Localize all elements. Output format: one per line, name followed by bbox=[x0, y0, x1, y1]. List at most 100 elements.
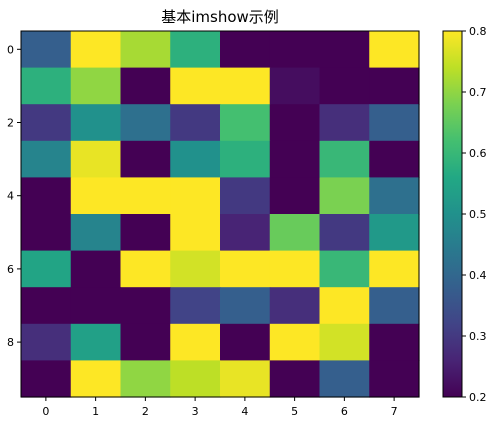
heatmap-cell-r9-c5 bbox=[269, 360, 321, 398]
heatmap-cell-r8-c6 bbox=[319, 323, 370, 361]
heatmap-cell-r7-c5 bbox=[269, 287, 321, 325]
heatmap-cell-r5-c2 bbox=[120, 214, 171, 252]
heatmap-cell-r2-c4 bbox=[220, 104, 271, 142]
heatmap-cell-r8-c1 bbox=[70, 323, 122, 361]
heatmap-cell-r6-c1 bbox=[70, 250, 122, 288]
heatmap-cell-r8-c2 bbox=[120, 323, 171, 361]
x-axis: 0 1 2 3 4 5 6 7 bbox=[42, 397, 398, 418]
heatmap-cell-r1-c2 bbox=[120, 67, 171, 105]
heatmap-cell-r5-c4 bbox=[220, 214, 271, 252]
plot-frame bbox=[20, 30, 420, 398]
y-tick-label: 0 bbox=[7, 43, 14, 56]
y-axis: 0 2 4 6 8 bbox=[7, 43, 21, 349]
heatmap-cell-r0-c1 bbox=[70, 31, 122, 69]
heatmap-cell-r6-c3 bbox=[170, 250, 221, 288]
chart-title: 基本imshow示例 bbox=[161, 8, 279, 26]
heatmap-cell-r3-c0 bbox=[21, 140, 72, 178]
x-tick-label: 2 bbox=[142, 405, 149, 418]
x-tick-label: 0 bbox=[42, 405, 49, 418]
heatmap-cell-r7-c3 bbox=[170, 287, 221, 325]
y-tick-label: 4 bbox=[7, 190, 14, 203]
heatmap-cell-r8-c5 bbox=[269, 323, 321, 361]
heatmap-cell-r4-c0 bbox=[21, 177, 72, 215]
heatmap-cell-r2-c5 bbox=[269, 104, 321, 142]
x-tick-label: 5 bbox=[291, 405, 298, 418]
heatmap-cell-r1-c4 bbox=[220, 67, 271, 105]
heatmap-cell-r1-c1 bbox=[70, 67, 122, 105]
colorbar-gradient bbox=[442, 30, 463, 398]
heatmap-cell-r2-c6 bbox=[319, 104, 370, 142]
heatmap-cell-r1-c7 bbox=[369, 67, 420, 105]
heatmap-cell-r2-c3 bbox=[170, 104, 221, 142]
heatmap-cell-r0-c3 bbox=[170, 31, 221, 69]
heatmap-cell-r3-c3 bbox=[170, 140, 221, 178]
heatmap-cell-r7-c7 bbox=[369, 287, 420, 325]
x-tick-label: 4 bbox=[241, 405, 248, 418]
colorbar-axis: 0.2 0.3 0.4 0.5 0.6 0.7 0.8 bbox=[462, 25, 487, 404]
heatmap-cell-r0-c2 bbox=[120, 31, 171, 69]
heatmap-cell-r0-c0 bbox=[21, 31, 72, 69]
heatmap-cell-r7-c0 bbox=[21, 287, 72, 325]
heatmap-cell-r0-c4 bbox=[220, 31, 271, 69]
heatmap-cell-r4-c5 bbox=[269, 177, 321, 215]
heatmap-cell-r4-c6 bbox=[319, 177, 370, 215]
heatmap-cell-r8-c3 bbox=[170, 323, 221, 361]
heatmap-cell-r0-c5 bbox=[269, 31, 321, 69]
heatmap-cell-r6-c4 bbox=[220, 250, 271, 288]
heatmap-cell-r7-c6 bbox=[319, 287, 370, 325]
heatmap-cell-r6-c5 bbox=[269, 250, 321, 288]
heatmap-cell-r2-c1 bbox=[70, 104, 122, 142]
heatmap-cell-r6-c2 bbox=[120, 250, 171, 288]
colorbar: 0.2 0.3 0.4 0.5 0.6 0.7 0.8 bbox=[442, 25, 487, 404]
heatmap-cell-r9-c0 bbox=[21, 360, 72, 398]
y-tick-label: 6 bbox=[7, 263, 14, 276]
heatmap-cell-r4-c1 bbox=[70, 177, 122, 215]
heatmap-cell-r9-c3 bbox=[170, 360, 221, 398]
colorbar-tick-label: 0.5 bbox=[469, 208, 487, 221]
heatmap-cell-r5-c5 bbox=[269, 214, 321, 252]
heatmap-cell-r3-c6 bbox=[319, 140, 370, 178]
x-tick-label: 7 bbox=[391, 405, 398, 418]
heatmap-cell-r8-c4 bbox=[220, 323, 271, 361]
heatmap-cell-r4-c3 bbox=[170, 177, 221, 215]
heatmap-cell-r8-c0 bbox=[21, 323, 72, 361]
heatmap-cell-r7-c1 bbox=[70, 287, 122, 325]
heatmap-cell-r3-c7 bbox=[369, 140, 420, 178]
heatmap-cell-r9-c2 bbox=[120, 360, 171, 398]
heatmap-cell-r2-c0 bbox=[21, 104, 72, 142]
heatmap-cell-r2-c2 bbox=[120, 104, 171, 142]
colorbar-tick-label: 0.3 bbox=[469, 330, 487, 343]
heatmap-cell-r5-c0 bbox=[21, 214, 72, 252]
heatmap-cell-r6-c6 bbox=[319, 250, 370, 288]
x-tick-label: 1 bbox=[92, 405, 99, 418]
heatmap-cell-r6-c7 bbox=[369, 250, 420, 288]
heatmap-cell-r8-c7 bbox=[369, 323, 420, 361]
heatmap-cell-r3-c5 bbox=[269, 140, 321, 178]
heatmap-cell-r1-c3 bbox=[170, 67, 221, 105]
colorbar-tick-label: 0.7 bbox=[469, 86, 487, 99]
heatmap-cell-r1-c0 bbox=[21, 67, 72, 105]
heatmap-cell-r9-c1 bbox=[70, 360, 122, 398]
heatmap-cell-r5-c6 bbox=[319, 214, 370, 252]
heatmap-cell-r4-c2 bbox=[120, 177, 171, 215]
colorbar-tick-label: 0.6 bbox=[469, 147, 487, 160]
heatmap-cell-r3-c2 bbox=[120, 140, 171, 178]
heatmap-cell-r0-c6 bbox=[319, 31, 370, 69]
heatmap-cell-r6-c0 bbox=[21, 250, 72, 288]
heatmap-cell-r1-c6 bbox=[319, 67, 370, 105]
colorbar-tick-label: 0.8 bbox=[469, 25, 487, 38]
x-tick-label: 6 bbox=[341, 405, 348, 418]
heatmap-cell-r7-c2 bbox=[120, 287, 171, 325]
colorbar-tick-label: 0.2 bbox=[469, 391, 487, 404]
heatmap-cell-r4-c7 bbox=[369, 177, 420, 215]
y-tick-label: 2 bbox=[7, 117, 14, 130]
y-tick-label: 8 bbox=[7, 336, 14, 349]
heatmap-cell-r5-c1 bbox=[70, 214, 122, 252]
heatmap-cell-r5-c3 bbox=[170, 214, 221, 252]
heatmap-cell-r3-c4 bbox=[220, 140, 271, 178]
heatmap-cell-r1-c5 bbox=[269, 67, 321, 105]
heatmap-cell-r9-c6 bbox=[319, 360, 370, 398]
heatmap-cells bbox=[21, 31, 420, 398]
heatmap-cell-r4-c4 bbox=[220, 177, 271, 215]
heatmap-cell-r5-c7 bbox=[369, 214, 420, 252]
